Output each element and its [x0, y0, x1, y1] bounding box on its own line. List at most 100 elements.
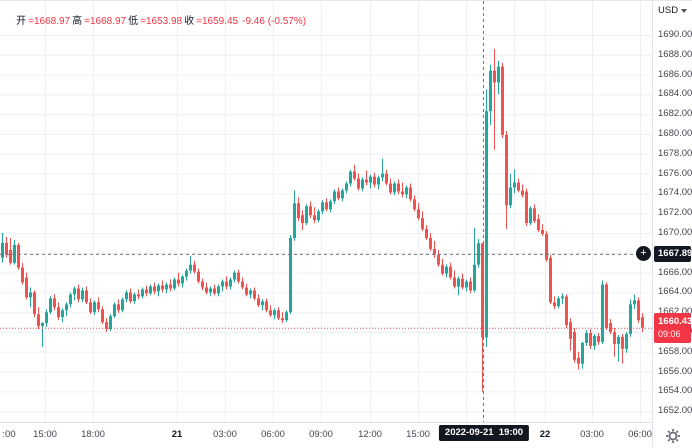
candle[interactable] [337, 187, 340, 201]
candle[interactable] [157, 283, 160, 297]
candle[interactable] [465, 279, 468, 292]
candle[interactable] [577, 351, 580, 370]
candle[interactable] [301, 210, 304, 231]
candle[interactable] [537, 214, 540, 233]
candle[interactable] [557, 296, 560, 309]
candle[interactable] [601, 280, 604, 344]
candle[interactable] [309, 201, 312, 219]
candle[interactable] [37, 307, 40, 330]
candle[interactable] [217, 284, 220, 297]
candle[interactable] [273, 308, 276, 320]
candle[interactable] [545, 231, 548, 262]
candle[interactable] [389, 178, 392, 195]
candle[interactable] [361, 177, 364, 192]
candle[interactable] [289, 234, 292, 315]
candle[interactable] [365, 170, 368, 186]
candle[interactable] [33, 290, 36, 318]
candle[interactable] [417, 203, 420, 221]
candle[interactable] [513, 169, 516, 194]
candle[interactable] [353, 164, 356, 181]
candle[interactable] [257, 294, 260, 308]
candle[interactable] [13, 239, 16, 265]
candle[interactable] [493, 48, 496, 150]
candle[interactable] [625, 332, 628, 353]
candle[interactable] [573, 328, 576, 363]
candle[interactable] [533, 204, 536, 224]
candle[interactable] [17, 242, 20, 270]
candle[interactable] [549, 254, 552, 305]
candle[interactable] [133, 292, 136, 305]
candle[interactable] [245, 283, 248, 297]
candle[interactable] [397, 179, 400, 195]
candle[interactable] [85, 286, 88, 305]
candle[interactable] [129, 288, 132, 304]
candle[interactable] [329, 199, 332, 213]
candle[interactable] [473, 228, 476, 293]
candle[interactable] [553, 296, 556, 310]
candle[interactable] [341, 188, 344, 202]
candle[interactable] [89, 298, 92, 315]
candle[interactable] [313, 207, 316, 224]
candlestick-series[interactable] [1, 48, 644, 392]
candle[interactable] [509, 173, 512, 209]
candle[interactable] [189, 255, 192, 274]
candle[interactable] [73, 286, 76, 301]
candle[interactable] [597, 332, 600, 345]
candle[interactable] [177, 272, 180, 287]
candle[interactable] [181, 274, 184, 288]
candle[interactable] [317, 209, 320, 223]
candle[interactable] [69, 292, 72, 308]
candle[interactable] [105, 318, 108, 332]
candle[interactable] [325, 198, 328, 212]
price-axis[interactable]: USD 1652.001654.001656.001658.001660.001… [652, 1, 692, 447]
candle[interactable] [197, 268, 200, 284]
candle[interactable] [305, 204, 308, 226]
candle[interactable] [153, 282, 156, 295]
candle[interactable] [621, 333, 624, 364]
candle[interactable] [57, 302, 60, 321]
candle[interactable] [97, 297, 100, 313]
time-axis[interactable]: :00 15:00 18:00 21 03:00 06:00 09:00 12:00 15:00… [0, 422, 692, 447]
candle[interactable] [161, 280, 164, 293]
candle[interactable] [581, 341, 584, 369]
candle[interactable] [369, 174, 372, 189]
candle[interactable] [517, 178, 520, 193]
candle[interactable] [425, 225, 428, 240]
candle[interactable] [285, 310, 288, 323]
candle[interactable] [281, 312, 284, 324]
candle[interactable] [297, 197, 300, 222]
candle[interactable] [589, 329, 592, 349]
candle[interactable] [237, 269, 240, 284]
candle[interactable] [61, 308, 64, 323]
candle[interactable] [613, 328, 616, 357]
candle[interactable] [609, 319, 612, 334]
candle[interactable] [641, 313, 644, 332]
candle[interactable] [469, 277, 472, 294]
candle[interactable] [209, 286, 212, 297]
candle[interactable] [421, 211, 424, 232]
candle[interactable] [321, 200, 324, 215]
candle[interactable] [277, 307, 280, 321]
settings-gear-icon[interactable] [666, 429, 680, 443]
candle[interactable] [561, 293, 564, 305]
candle[interactable] [1, 233, 4, 263]
candle[interactable] [93, 300, 96, 316]
candle[interactable] [457, 276, 460, 296]
candle[interactable] [345, 181, 348, 194]
candle[interactable] [121, 297, 124, 313]
candle[interactable] [81, 287, 84, 303]
candle[interactable] [65, 302, 68, 317]
candle[interactable] [525, 188, 528, 227]
candle[interactable] [617, 334, 620, 362]
add-alert-plus-button[interactable]: + [636, 246, 651, 262]
candle[interactable] [357, 173, 360, 191]
candle[interactable] [409, 183, 412, 202]
candle[interactable] [145, 285, 148, 297]
candle[interactable] [489, 64, 492, 126]
candle[interactable] [77, 284, 80, 303]
candle[interactable] [349, 169, 352, 187]
candle[interactable] [385, 169, 388, 186]
candle[interactable] [225, 276, 228, 290]
candle[interactable] [477, 238, 480, 268]
candle[interactable] [433, 240, 436, 258]
